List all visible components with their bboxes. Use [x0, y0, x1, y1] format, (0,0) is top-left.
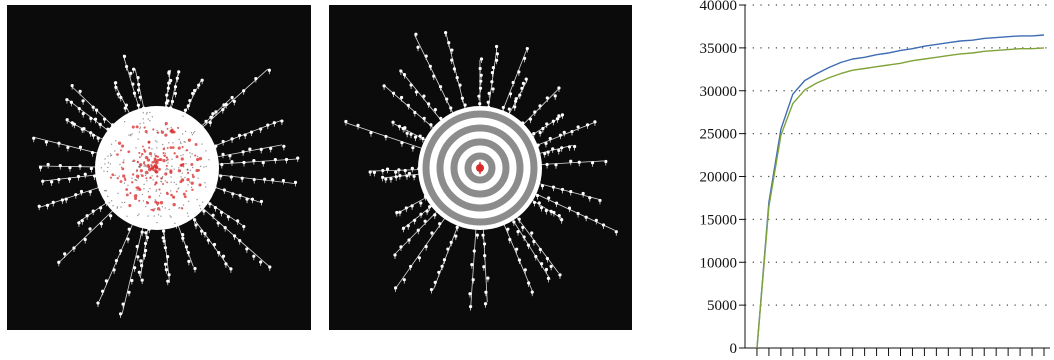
radial-network-middle	[344, 31, 618, 311]
y-tick-label: 35000	[700, 41, 738, 57]
radial-network-left	[32, 54, 300, 318]
y-tick-label: 40000	[700, 0, 738, 14]
concentric-rings	[422, 110, 538, 226]
y-tick-label: 20000	[700, 170, 738, 186]
y-tick-label: 5000	[707, 298, 737, 314]
y-tick-label: 25000	[700, 127, 738, 143]
infected-nodes	[109, 121, 203, 212]
y-tick-label: 30000	[700, 84, 738, 100]
chart-grid	[745, 4, 1050, 306]
chart-axes	[744, 5, 1050, 349]
y-tick-label: 15000	[700, 212, 738, 228]
y-axis-ticks: 0 5000 10000 15000 20000 25000 30000 35000 40000	[700, 0, 745, 357]
series-line-1	[756, 34, 1045, 349]
y-tick-label: 10000	[700, 255, 738, 271]
network-panel-left	[7, 5, 311, 330]
y-tick-label: 0	[730, 341, 738, 357]
chart-series	[756, 34, 1045, 349]
line-chart: 0 5000 10000 15000 20000 25000 30000 35000 40000…	[700, 0, 1050, 360]
network-panel-middle	[329, 5, 632, 330]
x-axis-ticks: 16111621	[753, 348, 1045, 360]
series-line-2	[756, 47, 1045, 349]
